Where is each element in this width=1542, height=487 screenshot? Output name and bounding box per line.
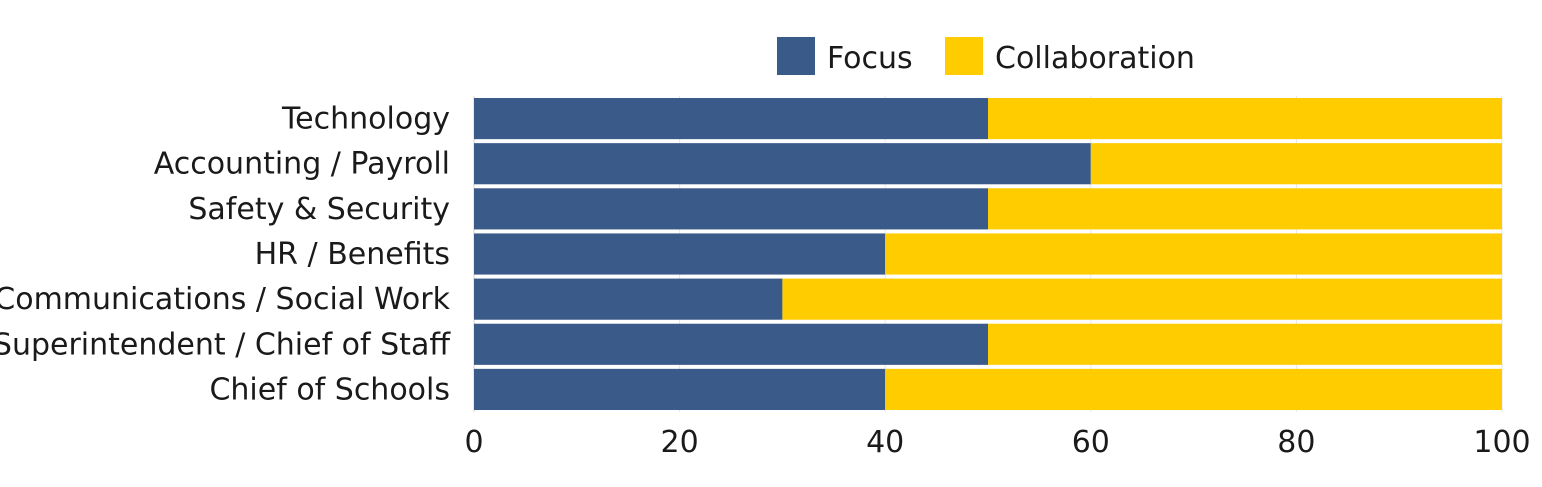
category-label-0: Technology bbox=[281, 102, 450, 137]
category-label-4: Communications / Social Work bbox=[0, 282, 451, 317]
category-label-1: Accounting / Payroll bbox=[154, 147, 450, 182]
legend[interactable]: Focus Collaboration bbox=[777, 37, 1195, 76]
bar-collaboration-0[interactable] bbox=[988, 98, 1502, 140]
bar-collaboration-4[interactable] bbox=[782, 278, 1502, 320]
bar-collaboration-3[interactable] bbox=[885, 233, 1502, 275]
category-label-2: Safety & Security bbox=[188, 192, 450, 227]
bar-focus-0[interactable] bbox=[474, 98, 988, 140]
category-labels: Technology Accounting / Payroll Safety & S… bbox=[0, 102, 451, 408]
bar-focus-4[interactable] bbox=[474, 278, 783, 320]
bar-focus-6[interactable] bbox=[474, 368, 886, 410]
bars bbox=[474, 98, 1502, 410]
bar-focus-1[interactable] bbox=[474, 143, 1091, 185]
legend-label-focus[interactable]: Focus bbox=[827, 41, 913, 76]
x-tick-label-3: 60 bbox=[1072, 425, 1110, 460]
bar-focus-2[interactable] bbox=[474, 188, 988, 230]
bar-collaboration-2[interactable] bbox=[988, 188, 1502, 230]
x-tick-label-0: 0 bbox=[464, 425, 483, 460]
category-label-3: HR / Benefits bbox=[255, 237, 450, 272]
category-label-6: Chief of Schools bbox=[209, 372, 450, 407]
bar-focus-3[interactable] bbox=[474, 233, 886, 275]
x-tick-label-2: 40 bbox=[866, 425, 904, 460]
category-label-5: Superintendent / Chief of Staff bbox=[0, 327, 451, 362]
x-tick-label-5: 100 bbox=[1473, 425, 1530, 460]
bar-focus-5[interactable] bbox=[474, 323, 988, 365]
legend-label-collaboration[interactable]: Collaboration bbox=[995, 41, 1195, 76]
legend-swatch-collaboration[interactable] bbox=[945, 37, 983, 75]
x-axis-ticks: 0 20 40 60 80 100 bbox=[464, 425, 1530, 460]
bar-collaboration-6[interactable] bbox=[885, 368, 1502, 410]
x-tick-label-4: 80 bbox=[1277, 425, 1315, 460]
bar-collaboration-1[interactable] bbox=[1090, 143, 1502, 185]
bar-collaboration-5[interactable] bbox=[988, 323, 1502, 365]
legend-swatch-focus[interactable] bbox=[777, 37, 815, 75]
x-tick-label-1: 20 bbox=[661, 425, 699, 460]
